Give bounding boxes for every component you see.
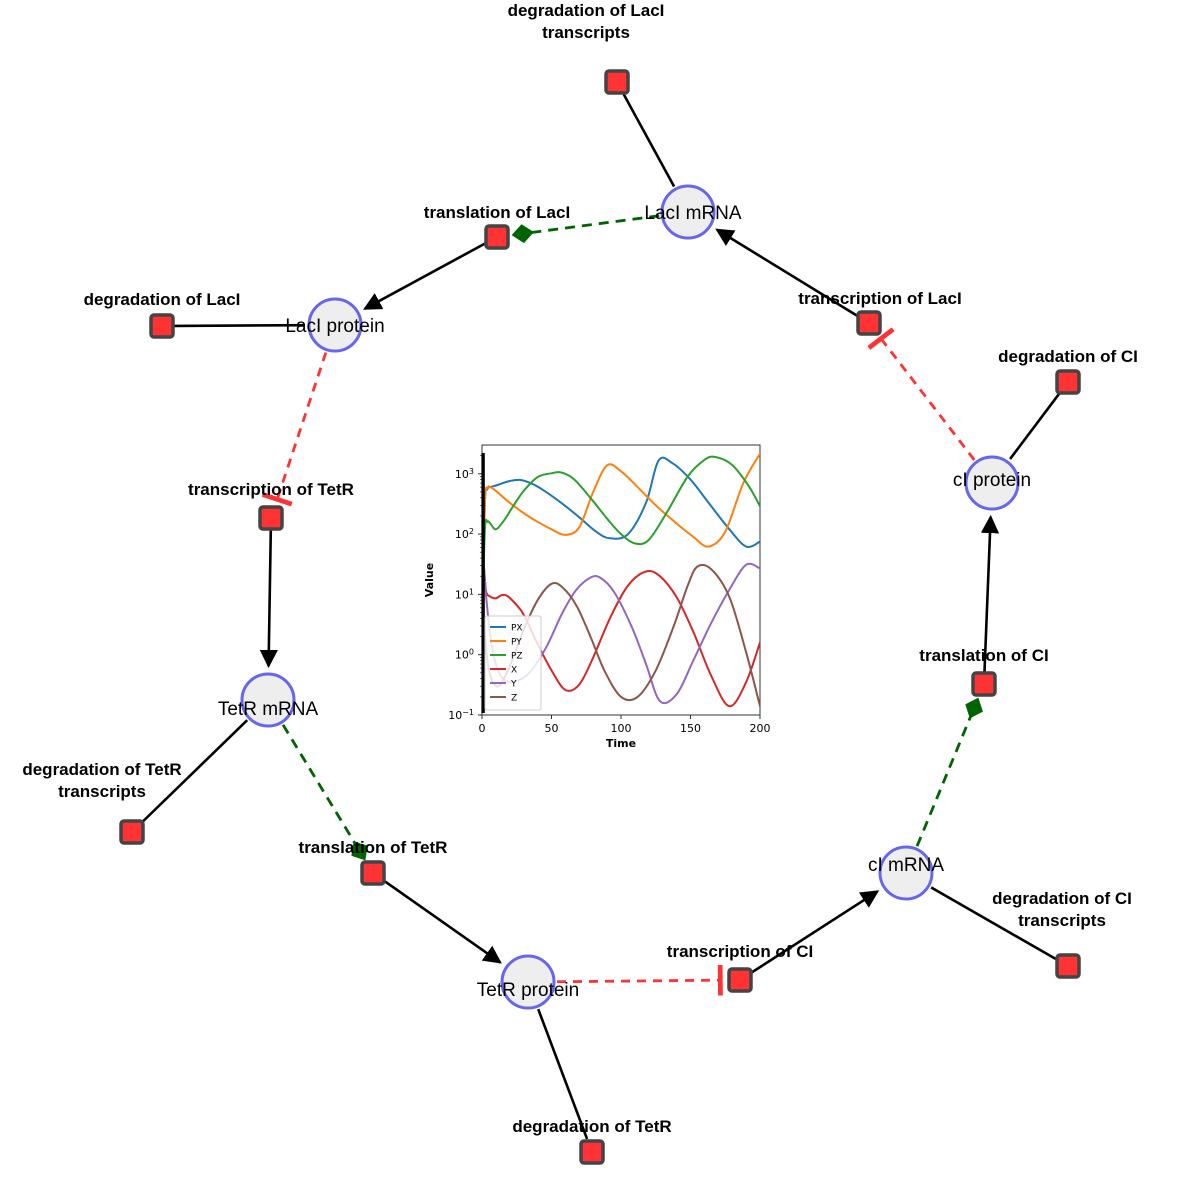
chart-series-X: [482, 567, 760, 708]
chart-series-PX: [482, 456, 760, 635]
reaction-node-transcription_of_ci[interactable]: [727, 967, 753, 993]
chart-xlabel: Time: [606, 737, 636, 750]
reaction-label-line: transcripts: [542, 23, 630, 42]
reaction-label-deg_tetr_transcripts: degradation of TetR transcripts: [22, 760, 181, 801]
reaction-label-line: degradation of LacI: [508, 1, 665, 20]
chart-ytick-1: 100: [455, 648, 474, 662]
reaction-label-line: transcripts: [1018, 911, 1106, 930]
reaction-label-deg_tetr: degradation of TetR: [512, 1117, 671, 1136]
chart-ytick-0: 10−1: [448, 708, 474, 722]
edge-ci_mrna-to-translation_of_ci: [915, 697, 983, 847]
edge-laci_protein-to-transcription_of_tetr: [261, 352, 328, 507]
reaction-label-transcription_of_tetr: transcription of TetR: [188, 480, 354, 499]
reaction-label-translation_of_ci: translation of CI: [919, 646, 1048, 665]
legend-label-PY: PY: [511, 638, 522, 648]
reaction-label-deg_ci: degradation of CI: [998, 347, 1138, 366]
chart-tick-labels: 0 50 100 150 200 10−1 100 101 102 103: [448, 467, 770, 735]
edge-translation_of_laci-to-laci_protein: [363, 241, 488, 310]
species-label-ci_mrna: cI mRNA: [868, 855, 944, 876]
chart-xtick-3: 150: [680, 722, 701, 735]
edge-transcription_of_laci-to-laci_mrna: [715, 228, 860, 318]
reaction-node-translation_of_laci[interactable]: [484, 224, 510, 250]
chart-series-PZ: [482, 455, 760, 641]
edge-tetr_protein-to-transcription_of_ci: [556, 964, 723, 996]
chart-xtick-0: 0: [479, 722, 486, 735]
species-node-laci_mrna[interactable]: [660, 184, 716, 240]
reaction-label-translation_of_tetr: translation of TetR: [299, 838, 448, 857]
reaction-node-deg_tetr[interactable]: [579, 1139, 605, 1165]
chart-ytick-2: 101: [455, 587, 474, 601]
reaction-label-line: transcripts: [58, 782, 146, 801]
species-label-tetr_protein: TetR protein: [477, 980, 579, 1001]
legend-label-PX: PX: [511, 624, 523, 634]
species-node-tetr_protein[interactable]: [500, 954, 556, 1010]
reaction-label-deg_ci_transcripts: degradation of CI transcripts: [992, 889, 1132, 930]
reaction-node-transcription_of_tetr[interactable]: [258, 505, 284, 531]
reaction-label-deg_laci: degradation of LacI: [84, 290, 241, 309]
chart-xtick-1: 50: [545, 722, 559, 735]
edge-laci_mrna-to-translation_of_laci: [511, 214, 660, 244]
reaction-node-translation_of_tetr[interactable]: [360, 860, 386, 886]
species-label-laci_mrna: LacI mRNA: [644, 203, 741, 224]
legend-label-Y: Y: [510, 680, 517, 690]
chart-xtick-2: 100: [611, 722, 632, 735]
legend-label-PZ: PZ: [511, 652, 523, 662]
chart-legend[interactable]: PX PY PZ XYZ: [484, 615, 542, 711]
chart-xtick-4: 200: [750, 722, 771, 735]
legend-label-X: X: [511, 666, 517, 676]
edge-deg_ci-to-ci_protein: [1008, 390, 1062, 460]
chart-ylabel: Value: [423, 563, 436, 597]
reaction-label-line: transcription of LacI: [798, 289, 961, 308]
reaction-node-deg_laci[interactable]: [149, 313, 175, 339]
reaction-node-translation_of_ci[interactable]: [971, 671, 997, 697]
reaction-label-line: degradation of TetR: [512, 1117, 671, 1136]
chart-ytick-3: 102: [455, 527, 474, 541]
reaction-label-translation_of_laci: translation of LacI: [424, 203, 570, 222]
label-layer: LacI mRNA LacI protein TetR mRNA TetR prote…: [22, 1, 1138, 1136]
reaction-label-line: transcription of CI: [667, 942, 813, 961]
species-label-tetr_mrna: TetR mRNA: [218, 699, 319, 720]
reaction-label-line: degradation of CI: [992, 889, 1132, 908]
edge-tetr_protein-to-deg_tetr: [537, 1008, 589, 1140]
edge-ci_mrna-to-deg_ci_transcripts: [930, 886, 1057, 961]
species-node-ci_protein[interactable]: [964, 455, 1020, 511]
reaction-node-deg_ci[interactable]: [1055, 369, 1081, 395]
node-layer: [119, 69, 1081, 1165]
edge-transcription_of_ci-to-ci_mrna: [749, 890, 880, 975]
edge-transcription_of_tetr-to-tetr_mrna: [259, 529, 278, 669]
reaction-label-deg_laci_transcripts: degradation of LacI transcripts: [508, 1, 665, 42]
chart-ytick-4: 103: [455, 467, 474, 481]
edge-ci_protein-to-transcription_of_laci: [867, 327, 976, 461]
reaction-label-line: translation of CI: [919, 646, 1048, 665]
species-label-ci_protein: cI protein: [953, 470, 1031, 491]
legend-label-Z: Z: [511, 694, 517, 704]
reaction-node-deg_laci_transcripts[interactable]: [604, 69, 630, 95]
species-node-tetr_mrna[interactable]: [240, 672, 296, 728]
edge-laci_mrna-to-deg_laci_transcripts: [622, 93, 676, 188]
reaction-node-transcription_of_laci[interactable]: [856, 310, 882, 336]
edge-translation_of_ci-to-ci_protein: [980, 514, 1000, 673]
species-node-laci_protein[interactable]: [307, 297, 363, 353]
species-node-ci_mrna[interactable]: [878, 845, 934, 901]
reaction-label-transcription_of_ci: transcription of CI: [667, 942, 813, 961]
reaction-label-line: degradation of TetR: [22, 760, 181, 779]
edge-translation_of_tetr-to-tetr_protein: [382, 878, 502, 964]
edge-tetr_mrna-to-translation_of_tetr: [281, 724, 368, 861]
reaction-label-line: degradation of CI: [998, 347, 1138, 366]
reaction-label-line: degradation of LacI: [84, 290, 241, 309]
edge-tetr_mrna-to-deg_tetr_transcripts: [141, 719, 249, 824]
edge-layer: [141, 93, 1062, 1140]
reaction-node-deg_tetr_transcripts[interactable]: [119, 819, 145, 845]
edge-deg_laci-to-laci_protein: [173, 323, 306, 328]
reaction-label-line: translation of TetR: [299, 838, 448, 857]
species-label-laci_protein: LacI protein: [285, 316, 384, 337]
reaction-label-line: translation of LacI: [424, 203, 570, 222]
reaction-label-transcription_of_laci: transcription of LacI: [798, 289, 961, 308]
chart-series-PY: [482, 452, 760, 638]
reaction-node-deg_ci_transcripts[interactable]: [1055, 953, 1081, 979]
reaction-label-line: transcription of TetR: [188, 480, 354, 499]
